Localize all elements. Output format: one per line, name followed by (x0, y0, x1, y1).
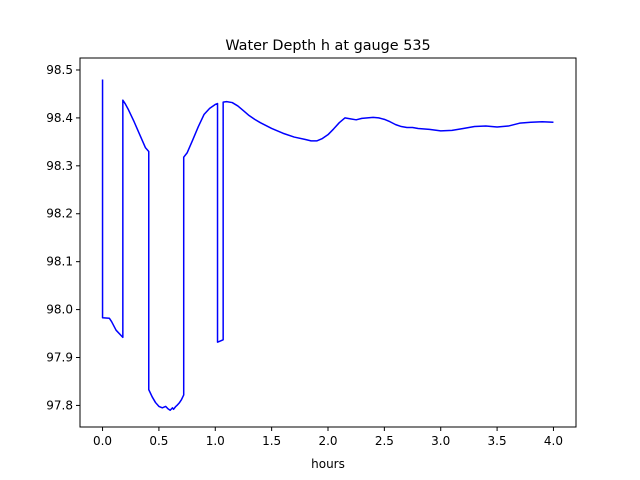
y-tick-label: 98.0 (46, 303, 73, 317)
y-tick-label: 98.5 (46, 63, 73, 77)
y-tick-label: 97.9 (46, 351, 73, 365)
y-tick-label: 98.3 (46, 159, 73, 173)
x-tick-label: 1.5 (262, 434, 281, 448)
plot-frame (79, 57, 577, 428)
x-axis-label: hours (311, 457, 345, 471)
x-tick-label: 4.0 (544, 434, 563, 448)
x-tick-label: 0.0 (93, 434, 112, 448)
x-tick-label: 3.0 (431, 434, 450, 448)
x-tick-label: 0.5 (149, 434, 168, 448)
series-line-0 (101, 79, 554, 411)
x-tick-label: 2.0 (318, 434, 337, 448)
y-axis: 97.8 97.9 98.0 98.1 98.2 98.3 98.4 98.5 (46, 63, 80, 412)
plot-area (101, 79, 554, 411)
x-tick-label: 2.5 (375, 434, 394, 448)
y-tick-label: 98.1 (46, 255, 73, 269)
y-tick-label: 98.2 (46, 207, 73, 221)
chart-title: Water Depth h at gauge 535 (225, 38, 430, 54)
y-tick-label: 98.4 (46, 111, 73, 125)
x-axis: 0.0 0.5 1.0 1.5 2.0 2.5 3.0 3.5 4.0 (93, 427, 563, 448)
x-tick-label: 3.5 (488, 434, 507, 448)
y-tick-label: 97.8 (46, 398, 73, 412)
x-tick-label: 1.0 (206, 434, 225, 448)
